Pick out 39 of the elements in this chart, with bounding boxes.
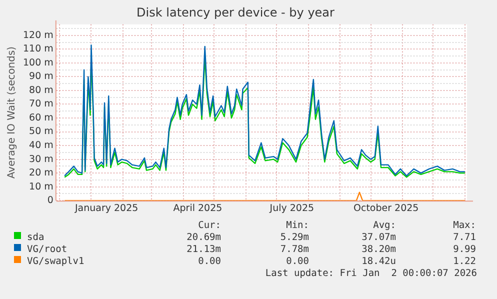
legend-label: VG/root [27, 244, 68, 255]
text: 21.13m [186, 244, 221, 255]
text: 20.69m [186, 232, 221, 243]
y-tick-label: 90 m [29, 71, 54, 82]
text: 0.00 [198, 256, 221, 267]
y-tick-label: 0 [47, 195, 54, 206]
text: Min: [286, 220, 309, 231]
y-tick-label: 120 m [22, 30, 54, 41]
text: 37.07m [362, 232, 396, 243]
x-tick-label: October 2025 [354, 202, 419, 214]
y-tick-label: 110 m [22, 44, 54, 55]
text: 38.20m [362, 244, 396, 255]
y-tick-label: 40 m [29, 140, 54, 152]
y-tick-label: 70 m [29, 98, 54, 110]
legend-label: VG/swaplv1 [27, 256, 84, 267]
x-tick-label: July 2025 [268, 202, 314, 214]
legend-label: sda [27, 232, 44, 243]
text: 7.71 [453, 232, 476, 243]
text: Cur: [198, 220, 221, 231]
x-tick-label: January 2025 [74, 202, 138, 214]
y-tick-label: 60 m [29, 112, 54, 124]
y-axis-title: Average IO Wait (seconds) [6, 46, 18, 179]
y-tick-label: 100 m [22, 57, 54, 68]
y-tick-label: 80 m [29, 84, 54, 96]
chart-title: Disk latency per device - by year [136, 5, 335, 20]
text: 9.99 [453, 244, 476, 255]
text: 1.22 [453, 256, 476, 267]
text: Avg: [373, 220, 396, 231]
x-tick-label: April 2025 [173, 202, 222, 214]
y-tick-label: 10 m [29, 181, 54, 192]
y-tick-label: 30 m [29, 154, 54, 165]
text: 5.29m [280, 232, 309, 243]
text: 0.00 [286, 256, 309, 267]
text: Last update: Fri Jan 2 00:00:07 2026 [265, 268, 477, 279]
text: 7.78m [280, 244, 309, 255]
text: Max: [453, 220, 476, 231]
text: 18.42u [362, 256, 396, 267]
y-tick-label: 20 m [29, 168, 54, 179]
y-tick-label: 50 m [29, 126, 54, 138]
